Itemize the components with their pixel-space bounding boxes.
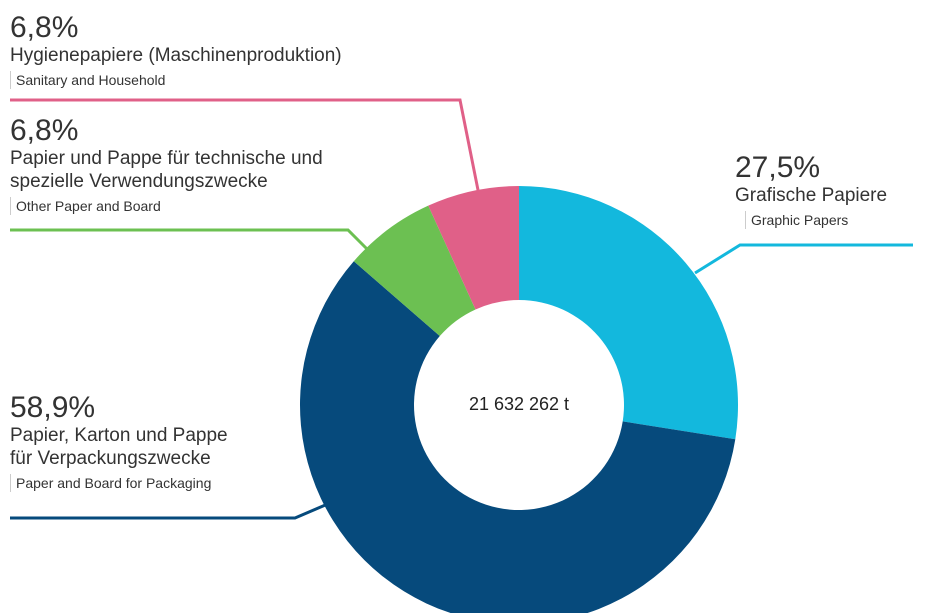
- leader-line: [10, 228, 372, 254]
- value-label: 6,8%: [10, 114, 79, 147]
- donut-slice: [353, 205, 476, 337]
- donut-slice: [519, 186, 738, 440]
- subcategory-label: Sanitary and Household: [10, 71, 410, 89]
- center-label: 21 632 262 t: [469, 394, 569, 414]
- donut-slice: [428, 186, 519, 310]
- slice-label: 27,5% Grafische Papiere Graphic Papers: [735, 152, 925, 229]
- subcategory-label: Paper and Board for Packaging: [10, 474, 255, 492]
- value-label: 6,8%: [10, 11, 79, 44]
- category-label: Grafische Papiere: [735, 185, 888, 206]
- category-label: Hygienepapiere (Maschinenproduktion): [10, 45, 342, 66]
- subcategory-label: Other Paper and Board: [10, 197, 330, 215]
- slice-label: 6,8% Hygienepapiere (Maschinenproduktion)…: [10, 12, 410, 89]
- leader-line: [694, 243, 913, 275]
- value-label: 58,9%: [10, 391, 96, 424]
- donut-slice: [300, 261, 736, 613]
- category-label: Papier, Karton und Pappe für Verpackungs…: [10, 425, 228, 469]
- category-label: Papier und Pappe für technische und spez…: [10, 148, 323, 192]
- slice-label: 58,9% Papier, Karton und Pappe für Verpac…: [10, 392, 255, 492]
- leader-line: [10, 501, 331, 520]
- slice-label: 6,8% Papier und Pappe für technische und …: [10, 115, 330, 215]
- value-label: 27,5%: [735, 151, 821, 184]
- subcategory-label: Graphic Papers: [745, 211, 925, 229]
- leader-line: [10, 98, 480, 191]
